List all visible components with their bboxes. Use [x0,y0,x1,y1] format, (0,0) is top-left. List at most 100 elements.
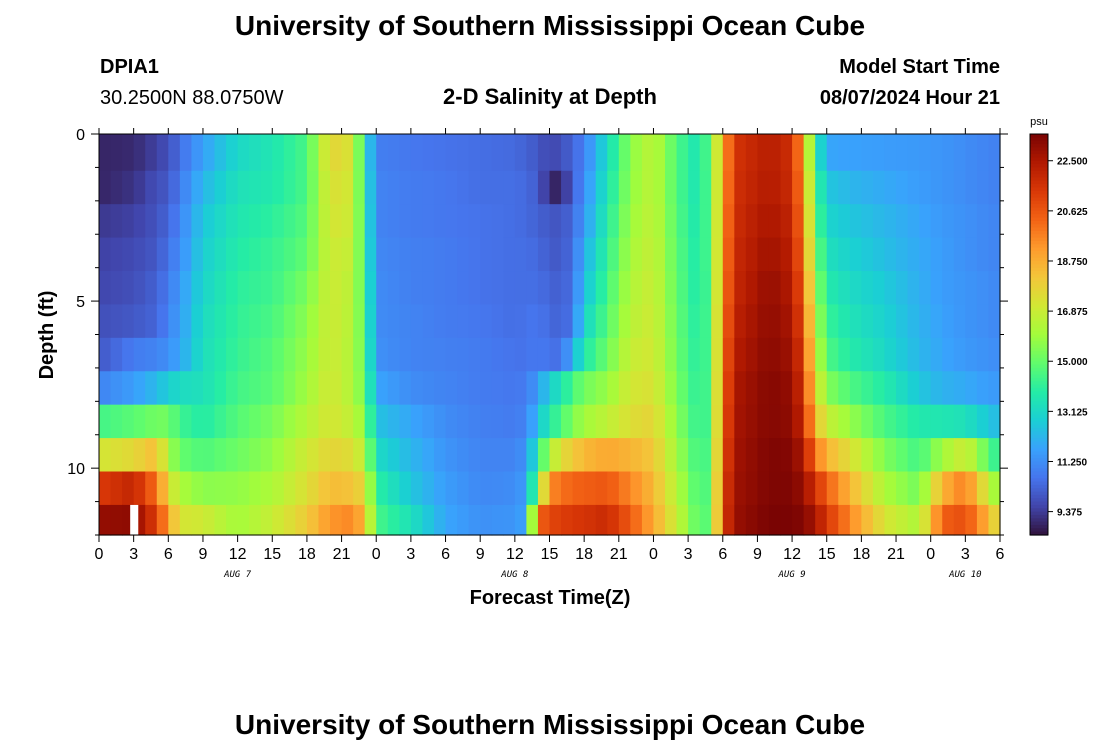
heatmap-cell [942,337,955,372]
heatmap-cell [618,404,631,439]
heatmap-cell [988,438,1001,473]
heatmap-cell [468,134,481,172]
heatmap-cell [168,271,181,306]
heatmap-cell [399,504,412,536]
heatmap-cell [410,504,424,536]
colorbar-segment [1030,284,1048,289]
heatmap-cell [953,337,966,372]
heatmap-cell [896,237,909,272]
x-tick-label: 21 [887,546,905,563]
heatmap-cell [549,304,562,339]
heatmap-cell [953,170,966,205]
heatmap-cell [792,337,805,372]
heatmap-cell [491,271,504,306]
heatmap-cell [226,337,239,372]
heatmap-cell [976,271,990,306]
heatmap-cell [595,337,608,372]
heatmap-cell [607,371,620,406]
heatmap-cell [179,170,193,205]
heatmap-cell [942,271,955,306]
heatmap-cell [930,134,943,172]
y-tick-label: 0 [76,127,85,144]
heatmap-cell [861,337,874,372]
x-tick-label: 3 [684,546,693,563]
colorbar-segment [1030,314,1048,319]
heatmap-cell [953,504,966,536]
heatmap-cell [688,204,701,239]
heatmap-cell [976,438,990,473]
heatmap-cell [584,471,597,506]
heatmap-cell [676,404,689,439]
heatmap-cell [838,204,851,239]
heatmap-cell [907,504,920,536]
heatmap-cell [168,471,181,506]
heatmap-cell [641,404,655,439]
heatmap-cell [202,134,216,172]
heatmap-cell [514,371,527,406]
heatmap-cell [711,170,724,205]
heatmap-cell [676,304,689,339]
heatmap-cell [976,134,990,172]
heatmap-cell [179,271,193,306]
heatmap-cell [976,170,990,205]
heatmap-cell [330,271,343,306]
heatmap-cell [226,404,239,439]
colorbar-segment [1030,267,1048,272]
heatmap-cell [757,170,770,205]
heatmap-cell [491,337,504,372]
heatmap-cell [214,170,227,205]
heatmap-cell [572,271,585,306]
colorbar-segment [1030,511,1048,516]
heatmap-cell [283,438,296,473]
heatmap-cell [145,134,158,172]
heatmap-cell [99,134,112,172]
heatmap-cell [884,304,897,339]
colorbar-segment [1030,321,1048,326]
heatmap-cell [641,504,655,536]
heatmap-cell [318,371,331,406]
heatmap-cell [953,304,966,339]
x-tick-label: 12 [506,546,524,563]
colorbar-segment [1030,334,1048,339]
heatmap-cell [919,371,932,406]
heatmap-cell [872,271,886,306]
heatmap-cell [665,371,678,406]
heatmap-cell [907,471,920,506]
heatmap-cell [745,304,759,339]
heatmap-cell [676,170,689,205]
heatmap-cell [711,371,724,406]
heatmap-cell [988,504,1001,536]
heatmap-cell [641,204,655,239]
heatmap-cell [110,471,123,506]
colorbar-segment [1030,394,1048,399]
x-tick-label: 6 [718,546,727,563]
heatmap-cell [572,204,585,239]
heatmap-cell [630,404,643,439]
heatmap-cell [503,404,516,439]
heatmap-cell [295,404,308,439]
heatmap-cell [561,337,574,372]
heatmap-cell [792,404,805,439]
heatmap-cell [480,271,493,306]
colorbar-segment [1030,471,1048,476]
colorbar-tick-label: 16.875 [1057,307,1088,318]
heatmap-cell [376,204,389,239]
heatmap-cell [364,271,377,306]
heatmap-cell [376,337,389,372]
heatmap-cell [780,204,793,239]
heatmap-cell [122,371,135,406]
heatmap-cell [711,304,724,339]
heatmap-cell [676,371,689,406]
heatmap-cell [595,204,608,239]
heatmap-cell [283,371,296,406]
colorbar-segment [1030,421,1048,426]
heatmap-cell [792,504,805,536]
heatmap-cell [988,471,1001,506]
heatmap-cell [249,170,262,205]
heatmap-cell [330,204,343,239]
heatmap-cell [549,170,562,205]
heatmap-cell [272,304,285,339]
heatmap-cell [503,471,516,506]
heatmap-cell [872,204,886,239]
heatmap-cell [618,371,631,406]
